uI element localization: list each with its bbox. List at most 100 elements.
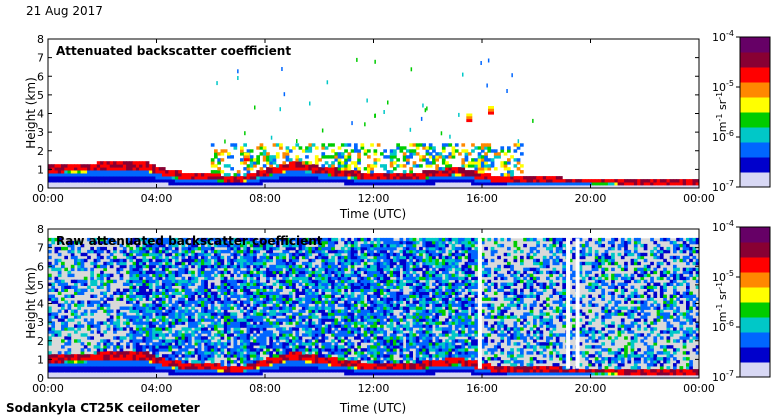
heat-cell — [344, 354, 348, 358]
heat-cell — [314, 315, 319, 319]
heat-cell — [214, 315, 218, 319]
heat-cell — [191, 176, 195, 180]
heat-cell — [324, 264, 329, 269]
heat-cell — [139, 366, 143, 370]
heat-cell — [201, 285, 205, 289]
heat-cell — [295, 182, 300, 186]
heat-cell — [132, 333, 137, 337]
heat-cell — [412, 161, 417, 165]
heat-cell — [116, 342, 121, 346]
heat-cell — [145, 306, 150, 310]
heat-cell — [204, 330, 208, 334]
heat-cell — [337, 363, 342, 367]
heat-cell — [249, 276, 254, 281]
heat-cell — [207, 246, 212, 251]
heat-cell — [357, 342, 361, 346]
heat-cell — [350, 176, 355, 180]
heat-cell — [445, 185, 449, 189]
heat-cell — [161, 324, 166, 328]
heat-cell — [210, 303, 215, 307]
heat-cell — [207, 182, 212, 186]
heat-cell — [135, 264, 140, 269]
heat-cell — [285, 185, 290, 189]
heat-cell — [74, 182, 78, 186]
heat-cell — [262, 309, 267, 313]
heat-cell — [217, 264, 221, 269]
heat-cell — [220, 255, 225, 260]
heat-cell — [314, 345, 319, 349]
heat-cell — [354, 182, 358, 186]
heat-cell — [272, 294, 277, 298]
colorbar-swatch — [740, 69, 770, 73]
cloud-speck — [420, 116, 423, 121]
heat-cell — [132, 276, 137, 281]
heat-cell — [227, 249, 231, 254]
heat-cell — [249, 258, 254, 263]
heat-cell — [275, 240, 280, 245]
heat-cell — [93, 369, 98, 373]
heat-cell — [135, 315, 140, 319]
heat-cell — [295, 279, 300, 284]
heat-cell — [337, 297, 342, 301]
heat-cell — [204, 366, 208, 370]
heat-cell — [165, 333, 169, 337]
heat-cell — [380, 152, 384, 156]
heat-cell — [432, 179, 436, 183]
heat-cell — [223, 182, 228, 186]
heat-cell — [122, 167, 127, 171]
heat-cell — [217, 309, 221, 313]
heat-cell — [243, 252, 247, 257]
heat-cell — [223, 324, 228, 328]
heat-cell — [135, 237, 140, 242]
heat-cell — [116, 161, 121, 165]
heat-cell — [70, 312, 75, 316]
heat-cell — [220, 375, 225, 379]
heat-cell — [266, 366, 270, 370]
heat-cell — [350, 363, 355, 367]
heat-cell — [223, 267, 228, 272]
heat-cell — [67, 273, 72, 278]
heat-cell — [256, 261, 260, 266]
heat-cell — [331, 143, 335, 147]
heat-cell — [116, 315, 121, 319]
heat-cell — [148, 315, 153, 319]
heat-cell — [253, 348, 257, 352]
heat-cell — [207, 185, 212, 189]
heat-cell — [83, 372, 88, 376]
cloud-speck — [296, 139, 298, 144]
heat-cell — [487, 158, 492, 162]
heat-cell — [279, 258, 283, 263]
heat-cell — [236, 375, 241, 379]
heat-cell — [230, 252, 234, 257]
y-axis-label: Height (km) — [24, 77, 38, 148]
heat-cell — [301, 324, 306, 328]
heat-cell — [246, 369, 251, 373]
heat-cell — [279, 173, 283, 177]
heat-cell — [301, 276, 306, 281]
heat-cell — [259, 309, 264, 313]
heat-cell — [103, 182, 107, 186]
heat-cell — [490, 158, 495, 162]
heat-cell — [83, 354, 88, 358]
heat-cell — [135, 258, 140, 263]
heat-cell — [188, 336, 192, 340]
heat-cell — [158, 240, 163, 245]
heat-cell — [386, 185, 391, 189]
heat-cell — [51, 369, 55, 373]
heat-cell — [178, 252, 182, 257]
heat-cell — [259, 288, 264, 292]
heat-cell — [158, 291, 163, 295]
heat-cell — [269, 309, 273, 313]
heat-cell — [236, 261, 241, 266]
heat-cell — [129, 369, 134, 373]
heat-cell — [148, 167, 153, 171]
heat-cell — [194, 375, 199, 379]
heat-cell — [402, 146, 407, 150]
heat-cell — [285, 306, 290, 310]
heat-cell — [340, 357, 345, 361]
heat-cell — [272, 333, 277, 337]
heat-cell — [575, 182, 579, 186]
heat-cell — [357, 327, 361, 331]
heat-cell — [415, 185, 420, 189]
heat-cell — [122, 185, 127, 189]
